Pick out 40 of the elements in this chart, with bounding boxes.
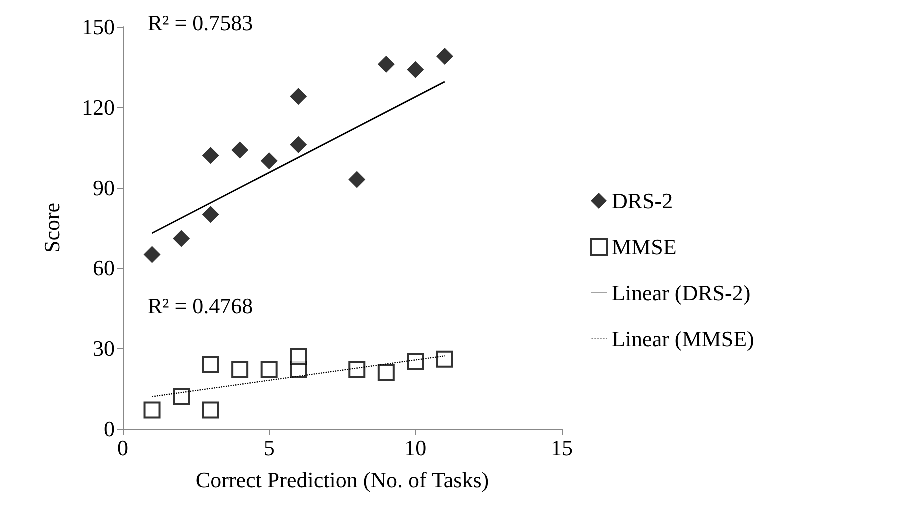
annotation: R² = 0.7583 <box>148 10 254 36</box>
y-tick-label: 60 <box>93 256 115 281</box>
y-axis-title: Score <box>40 202 64 254</box>
point <box>407 61 424 78</box>
point <box>260 362 278 379</box>
legend-label: Linear (MMSE) <box>612 326 754 352</box>
point <box>144 246 161 264</box>
point <box>202 147 220 164</box>
point <box>232 142 249 159</box>
point <box>436 48 454 65</box>
point <box>202 356 220 374</box>
y-tick-label: 150 <box>82 14 115 40</box>
point <box>144 402 161 419</box>
x-tick-label: 5 <box>264 436 275 460</box>
legend-label: MMSE <box>612 234 677 260</box>
legend-label: Linear (DRS-2) <box>612 280 751 306</box>
point <box>378 56 395 74</box>
annotation: R² = 0.4768 <box>148 294 254 318</box>
y-tick-label: 90 <box>93 175 115 200</box>
x-tick-label: 15 <box>551 436 573 460</box>
point <box>378 364 395 382</box>
point <box>290 348 308 366</box>
point <box>202 206 220 224</box>
y-tick-label: 30 <box>93 336 115 362</box>
y-tick-label: 120 <box>82 94 115 120</box>
point <box>173 230 190 248</box>
point <box>232 362 249 379</box>
x-tick-label: 10 <box>404 436 427 460</box>
point <box>348 362 366 379</box>
point <box>407 354 424 370</box>
point <box>290 88 308 106</box>
point <box>436 350 454 368</box>
legend-label: DRS-2 <box>612 188 674 214</box>
point <box>173 388 190 406</box>
y-tick-label: 0 <box>104 416 115 442</box>
x-axis-title: Correct Prediction (No. of Tasks) <box>196 468 490 492</box>
point <box>290 136 308 154</box>
point <box>348 171 366 188</box>
point <box>202 402 220 419</box>
point <box>260 152 278 170</box>
